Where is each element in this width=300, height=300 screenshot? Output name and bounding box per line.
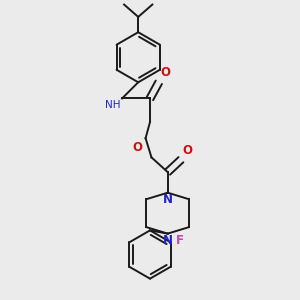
Text: N: N <box>163 193 173 206</box>
Text: O: O <box>182 144 192 158</box>
Text: O: O <box>133 141 142 154</box>
Text: N: N <box>163 234 173 247</box>
Text: O: O <box>160 66 170 79</box>
Text: F: F <box>176 235 184 248</box>
Text: NH: NH <box>105 100 121 110</box>
